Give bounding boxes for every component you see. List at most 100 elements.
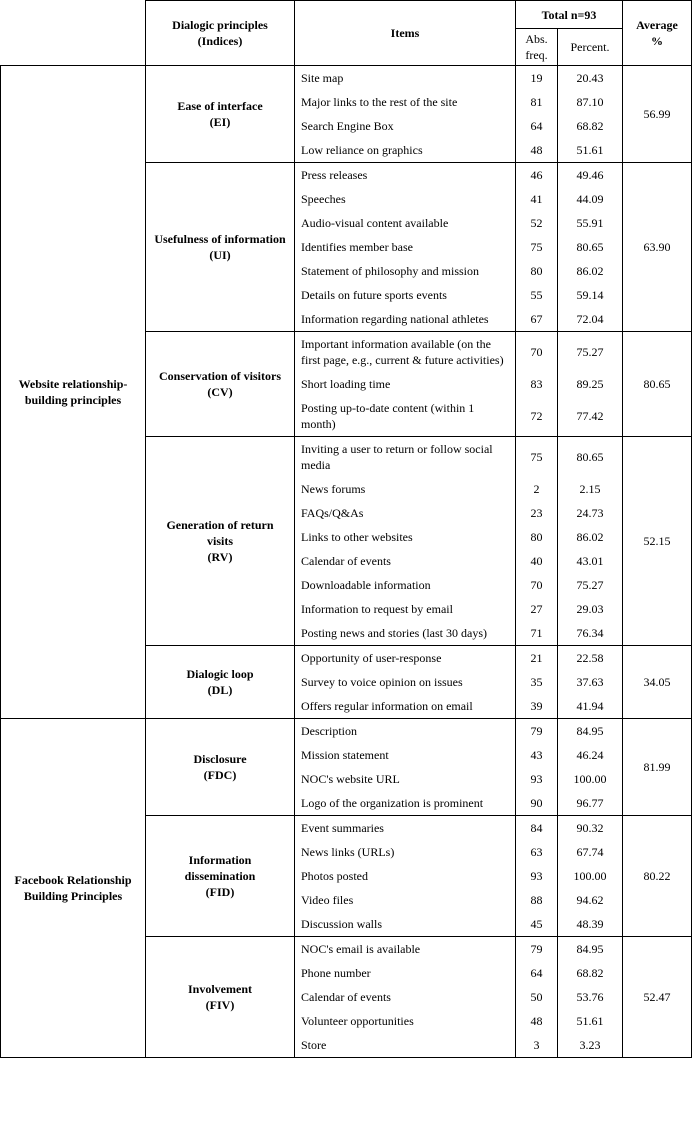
item: Video files (294, 888, 516, 912)
row: Website relationship-building principles… (0, 65, 692, 719)
item: Phone number (294, 961, 516, 985)
item: Details on future sports events (294, 283, 516, 307)
percent-header: Percent. (557, 28, 623, 66)
abs-freq: 93 (515, 864, 558, 888)
row: Calendar of events 50 53.76 (1, 985, 692, 1009)
abs-freq: 21 (515, 645, 558, 670)
percent: 76.34 (557, 621, 623, 646)
average: 52.15 (622, 436, 692, 646)
principle: Involvement (FIV) (145, 936, 295, 1058)
row: NOC's website URL 93 100.00 (1, 767, 692, 791)
principle-abbr: (DL) (207, 683, 233, 697)
abs-freq: 19 (515, 65, 558, 90)
percent: 46.24 (557, 743, 623, 767)
item: Downloadable information (294, 573, 516, 597)
percent: 41.94 (557, 694, 623, 719)
abs-freq: 83 (515, 372, 558, 396)
row: Major links to the rest of the site 81 87.… (1, 90, 692, 114)
abs-freq: 64 (515, 961, 558, 985)
abs-freq: 71 (515, 621, 558, 646)
principle: Conservation of visitors (CV) (145, 331, 295, 437)
average: 34.05 (622, 645, 692, 719)
percent: 43.01 (557, 549, 623, 573)
item: Offers regular information on email (294, 694, 516, 719)
principle-abbr: (FID) (205, 885, 235, 899)
average: 80.22 (622, 815, 692, 937)
row: Offers regular information on email 39 41.… (1, 694, 692, 719)
item: Links to other websites (294, 525, 516, 549)
abs-freq: 81 (515, 90, 558, 114)
item: Low reliance on graphics (294, 138, 516, 163)
group-name: Website relationship-building principles (0, 65, 146, 719)
principle-abbr: (UI) (209, 248, 231, 262)
percent: 51.61 (557, 138, 623, 163)
group-name: Facebook Relationship Building Principle… (0, 718, 146, 1058)
row: Information dissemination (FID) Event summ… (1, 815, 692, 937)
item: Opportunity of user-response (294, 645, 516, 670)
principle: Generation of return visits (RV) (145, 436, 295, 646)
abs-freq: 80 (515, 525, 558, 549)
total-header: Total n=93 (515, 0, 623, 29)
item: Mission statement (294, 743, 516, 767)
row: Logo of the organization is prominent 90 9… (1, 791, 692, 816)
average: 81.99 (622, 718, 692, 816)
item: Search Engine Box (294, 114, 516, 138)
percent: 2.15 (557, 477, 623, 501)
percent: 68.82 (557, 961, 623, 985)
item: Posting up-to-date content (within 1 mon… (294, 396, 516, 437)
item: Survey to voice opinion on issues (294, 670, 516, 694)
percent: 80.65 (557, 235, 623, 259)
percent: 51.61 (557, 1009, 623, 1033)
row: News links (URLs) 63 67.74 (1, 840, 692, 864)
row: Discussion walls 45 48.39 (1, 912, 692, 937)
abs-freq: 75 (515, 235, 558, 259)
item: Discussion walls (294, 912, 516, 937)
abs-freq: 88 (515, 888, 558, 912)
percent: 96.77 (557, 791, 623, 816)
principle-name: Generation of return visits (166, 518, 274, 548)
abs-freq: 35 (515, 670, 558, 694)
abs-freq: 46 (515, 162, 558, 187)
abs-freq: 70 (515, 573, 558, 597)
percent: 87.10 (557, 90, 623, 114)
row: News forums 2 2.15 (1, 477, 692, 501)
principle: Ease of interface (EI) (145, 65, 295, 163)
abs-freq: 39 (515, 694, 558, 719)
percent: 86.02 (557, 259, 623, 283)
abs-freq: 70 (515, 331, 558, 372)
principles-header: Dialogic principles (Indices) (145, 0, 295, 66)
percent: 55.91 (557, 211, 623, 235)
abs-freq: 48 (515, 1009, 558, 1033)
percent: 68.82 (557, 114, 623, 138)
abs-freq: 27 (515, 597, 558, 621)
principle: Disclosure (FDC) (145, 718, 295, 816)
item: Speeches (294, 187, 516, 211)
item: Calendar of events (294, 985, 516, 1009)
percent: 44.09 (557, 187, 623, 211)
percent: 75.27 (557, 573, 623, 597)
row: Facebook Relationship Building Principle… (0, 718, 692, 1058)
principle-abbr: (EI) (209, 115, 231, 129)
percent: 48.39 (557, 912, 623, 937)
percent: 84.95 (557, 936, 623, 961)
abs-header: Abs. freq. (515, 28, 558, 66)
percent: 24.73 (557, 501, 623, 525)
row: Identifies member base 75 80.65 (1, 235, 692, 259)
percent: 84.95 (557, 718, 623, 743)
principle: Dialogic loop (DL) (145, 645, 295, 719)
average: 63.90 (622, 162, 692, 332)
item: Major links to the rest of the site (294, 90, 516, 114)
percent: 29.03 (557, 597, 623, 621)
item: Site map (294, 65, 516, 90)
blank (0, 0, 146, 66)
abs-freq: 40 (515, 549, 558, 573)
item: Photos posted (294, 864, 516, 888)
principle-abbr: (FDC) (203, 768, 237, 782)
row: Calendar of events 40 43.01 (1, 549, 692, 573)
item: Volunteer opportunities (294, 1009, 516, 1033)
abs-freq: 67 (515, 307, 558, 332)
row: Speeches 41 44.09 (1, 187, 692, 211)
row: Dialogic loop (DL) Opportunity of user-res… (1, 645, 692, 719)
row: Mission statement 43 46.24 (1, 743, 692, 767)
row: Posting up-to-date content (within 1 mon… (1, 396, 692, 437)
